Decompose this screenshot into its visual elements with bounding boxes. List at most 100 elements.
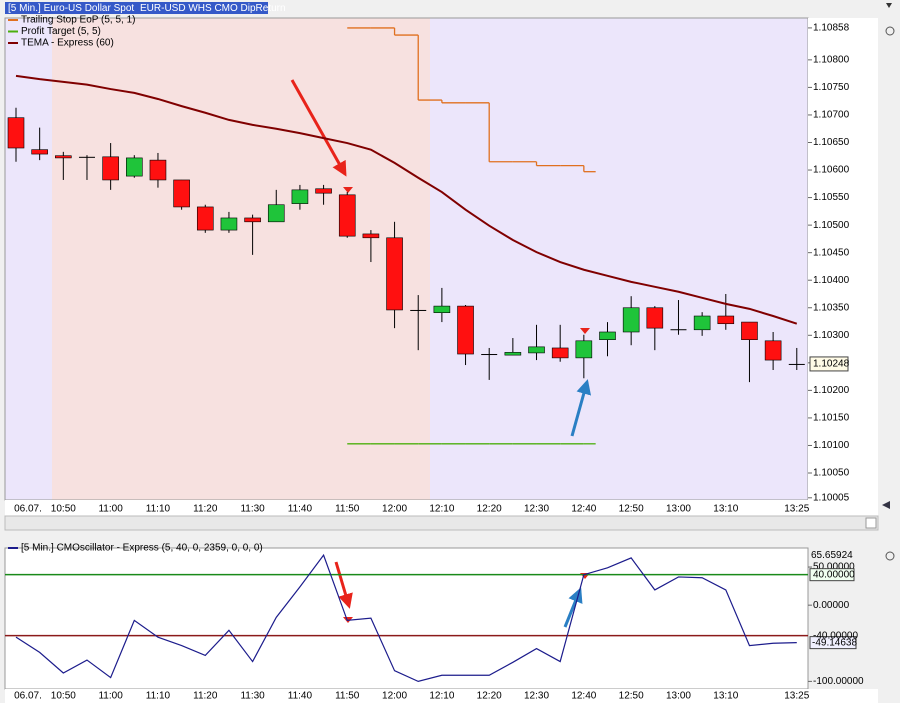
chart-title: [5 Min.] Euro-US Dollar Spot <box>8 3 134 14</box>
session-highlight <box>52 18 430 500</box>
x-tick-label: 13:25 <box>784 504 809 515</box>
x-tick-label: 12:10 <box>429 504 454 515</box>
candle-body <box>291 189 309 204</box>
y-tick-label: 1.10150 <box>813 413 850 424</box>
candle-body <box>457 305 474 355</box>
scroll-arrow[interactable] <box>882 501 890 509</box>
x-tick-label: 11:10 <box>146 691 171 702</box>
x-tick-label: 11:20 <box>193 691 218 702</box>
candle-body <box>764 340 782 361</box>
x-tick-label: 11:00 <box>98 691 123 702</box>
settings-icon[interactable] <box>885 26 895 36</box>
candles <box>7 107 805 383</box>
candle-body <box>55 155 72 159</box>
y-tick-label: 1.10450 <box>813 247 850 258</box>
candle-body <box>173 179 190 208</box>
candle-body <box>741 321 758 341</box>
x-tick-label: 11:30 <box>240 504 265 515</box>
chart-subtitle: EUR-USD WHS CMO DipReturn <box>140 3 286 14</box>
x-tick-label: 12:40 <box>571 691 596 702</box>
y-tick-label: 1.10005 <box>813 492 850 503</box>
annotation-arrow <box>570 379 592 437</box>
candle-body <box>386 237 403 311</box>
x-tick-label: 12:10 <box>429 691 454 702</box>
y-tick-label: 50.00000 <box>813 562 855 573</box>
signal-marker <box>580 328 590 334</box>
y-tick-label: 1.10600 <box>813 165 850 176</box>
annotation-arrow <box>334 561 353 609</box>
y-tick-label: 1.10050 <box>813 468 850 479</box>
legend-label: Profit Target (5, 5) <box>21 26 101 37</box>
y-tick-label: 1.10858 <box>813 23 850 34</box>
osc-frame <box>4 547 809 690</box>
x-tick-label: 11:00 <box>98 504 123 515</box>
signal-marker <box>343 187 353 193</box>
y-tick-label: 0.00000 <box>813 600 850 611</box>
candle-body <box>717 315 735 325</box>
x-tick-label: 10:50 <box>51 691 76 702</box>
x-tick-label: 13:10 <box>713 504 738 515</box>
oscillator-line <box>15 553 797 683</box>
candle-body <box>575 340 593 359</box>
last-value-label: -49.14638 <box>812 637 857 648</box>
candle-body <box>267 204 285 223</box>
legend-label: Trailing Stop EoP (5, 5, 1) <box>21 15 136 26</box>
last-value-box <box>809 636 857 650</box>
level-label: -40.00000 <box>813 630 858 641</box>
y-tick-label: 1.10500 <box>813 220 850 231</box>
last-price-box <box>809 356 849 372</box>
candle-body <box>622 307 640 333</box>
osc-settings-icon[interactable] <box>885 551 895 561</box>
x-tick-label: 11:50 <box>335 691 360 702</box>
y-tick-label: 1.10350 <box>813 302 850 313</box>
y-tick-label: 1.10300 <box>813 330 850 341</box>
candle-body <box>149 159 167 181</box>
candle-body <box>78 156 95 158</box>
x-tick-label: 12:00 <box>382 691 407 702</box>
x-tick-label: 11:30 <box>240 691 265 702</box>
y-tick-label: 1.10550 <box>813 192 850 203</box>
candle-body <box>528 346 545 354</box>
candle-body <box>646 307 664 329</box>
candle-body <box>7 117 25 149</box>
legend-label: TEMA - Express (60) <box>21 38 114 49</box>
scrollbar[interactable] <box>4 515 879 531</box>
candle-body <box>338 194 356 237</box>
x-tick-label: 11:20 <box>193 504 218 515</box>
y-tick-label: 1.10650 <box>813 137 850 148</box>
osc-time-axis-bg <box>5 689 878 703</box>
x-tick-label: 13:00 <box>666 691 691 702</box>
candle-body <box>670 329 687 331</box>
candle-body <box>196 206 214 231</box>
indicator-line <box>15 74 798 325</box>
candle-body <box>481 354 498 356</box>
scroll-thumb[interactable] <box>865 517 877 529</box>
x-tick-label: 11:10 <box>146 504 171 515</box>
level-box <box>809 568 855 582</box>
candle-body <box>788 363 805 365</box>
x-tick-label: 11:40 <box>288 691 313 702</box>
x-tick-label: 12:20 <box>477 691 502 702</box>
price-axis-bg <box>808 18 878 500</box>
x-tick-label: 06.07. <box>14 691 42 702</box>
candle-body <box>599 331 616 341</box>
candle-body <box>362 233 380 239</box>
y-tick-label: -100.00000 <box>813 676 864 687</box>
x-tick-label: 13:00 <box>666 504 691 515</box>
x-tick-label: 12:30 <box>524 504 549 515</box>
x-tick-label: 12:00 <box>382 504 407 515</box>
x-tick-label: 12:30 <box>524 691 549 702</box>
candle-body <box>102 156 119 181</box>
x-tick-label: 13:25 <box>784 691 809 702</box>
candle-body <box>315 188 332 194</box>
y-tick-label: 1.10400 <box>813 275 850 286</box>
y-tick-label: 1.10800 <box>813 55 850 66</box>
menu-icon[interactable] <box>886 3 892 8</box>
candle-body <box>551 347 569 359</box>
candle-body <box>433 305 451 314</box>
x-tick-label: 12:20 <box>477 504 502 515</box>
x-tick-label: 06.07. <box>14 504 42 515</box>
last-price-label: 1.10248 <box>813 359 850 370</box>
candle-body <box>410 309 427 311</box>
